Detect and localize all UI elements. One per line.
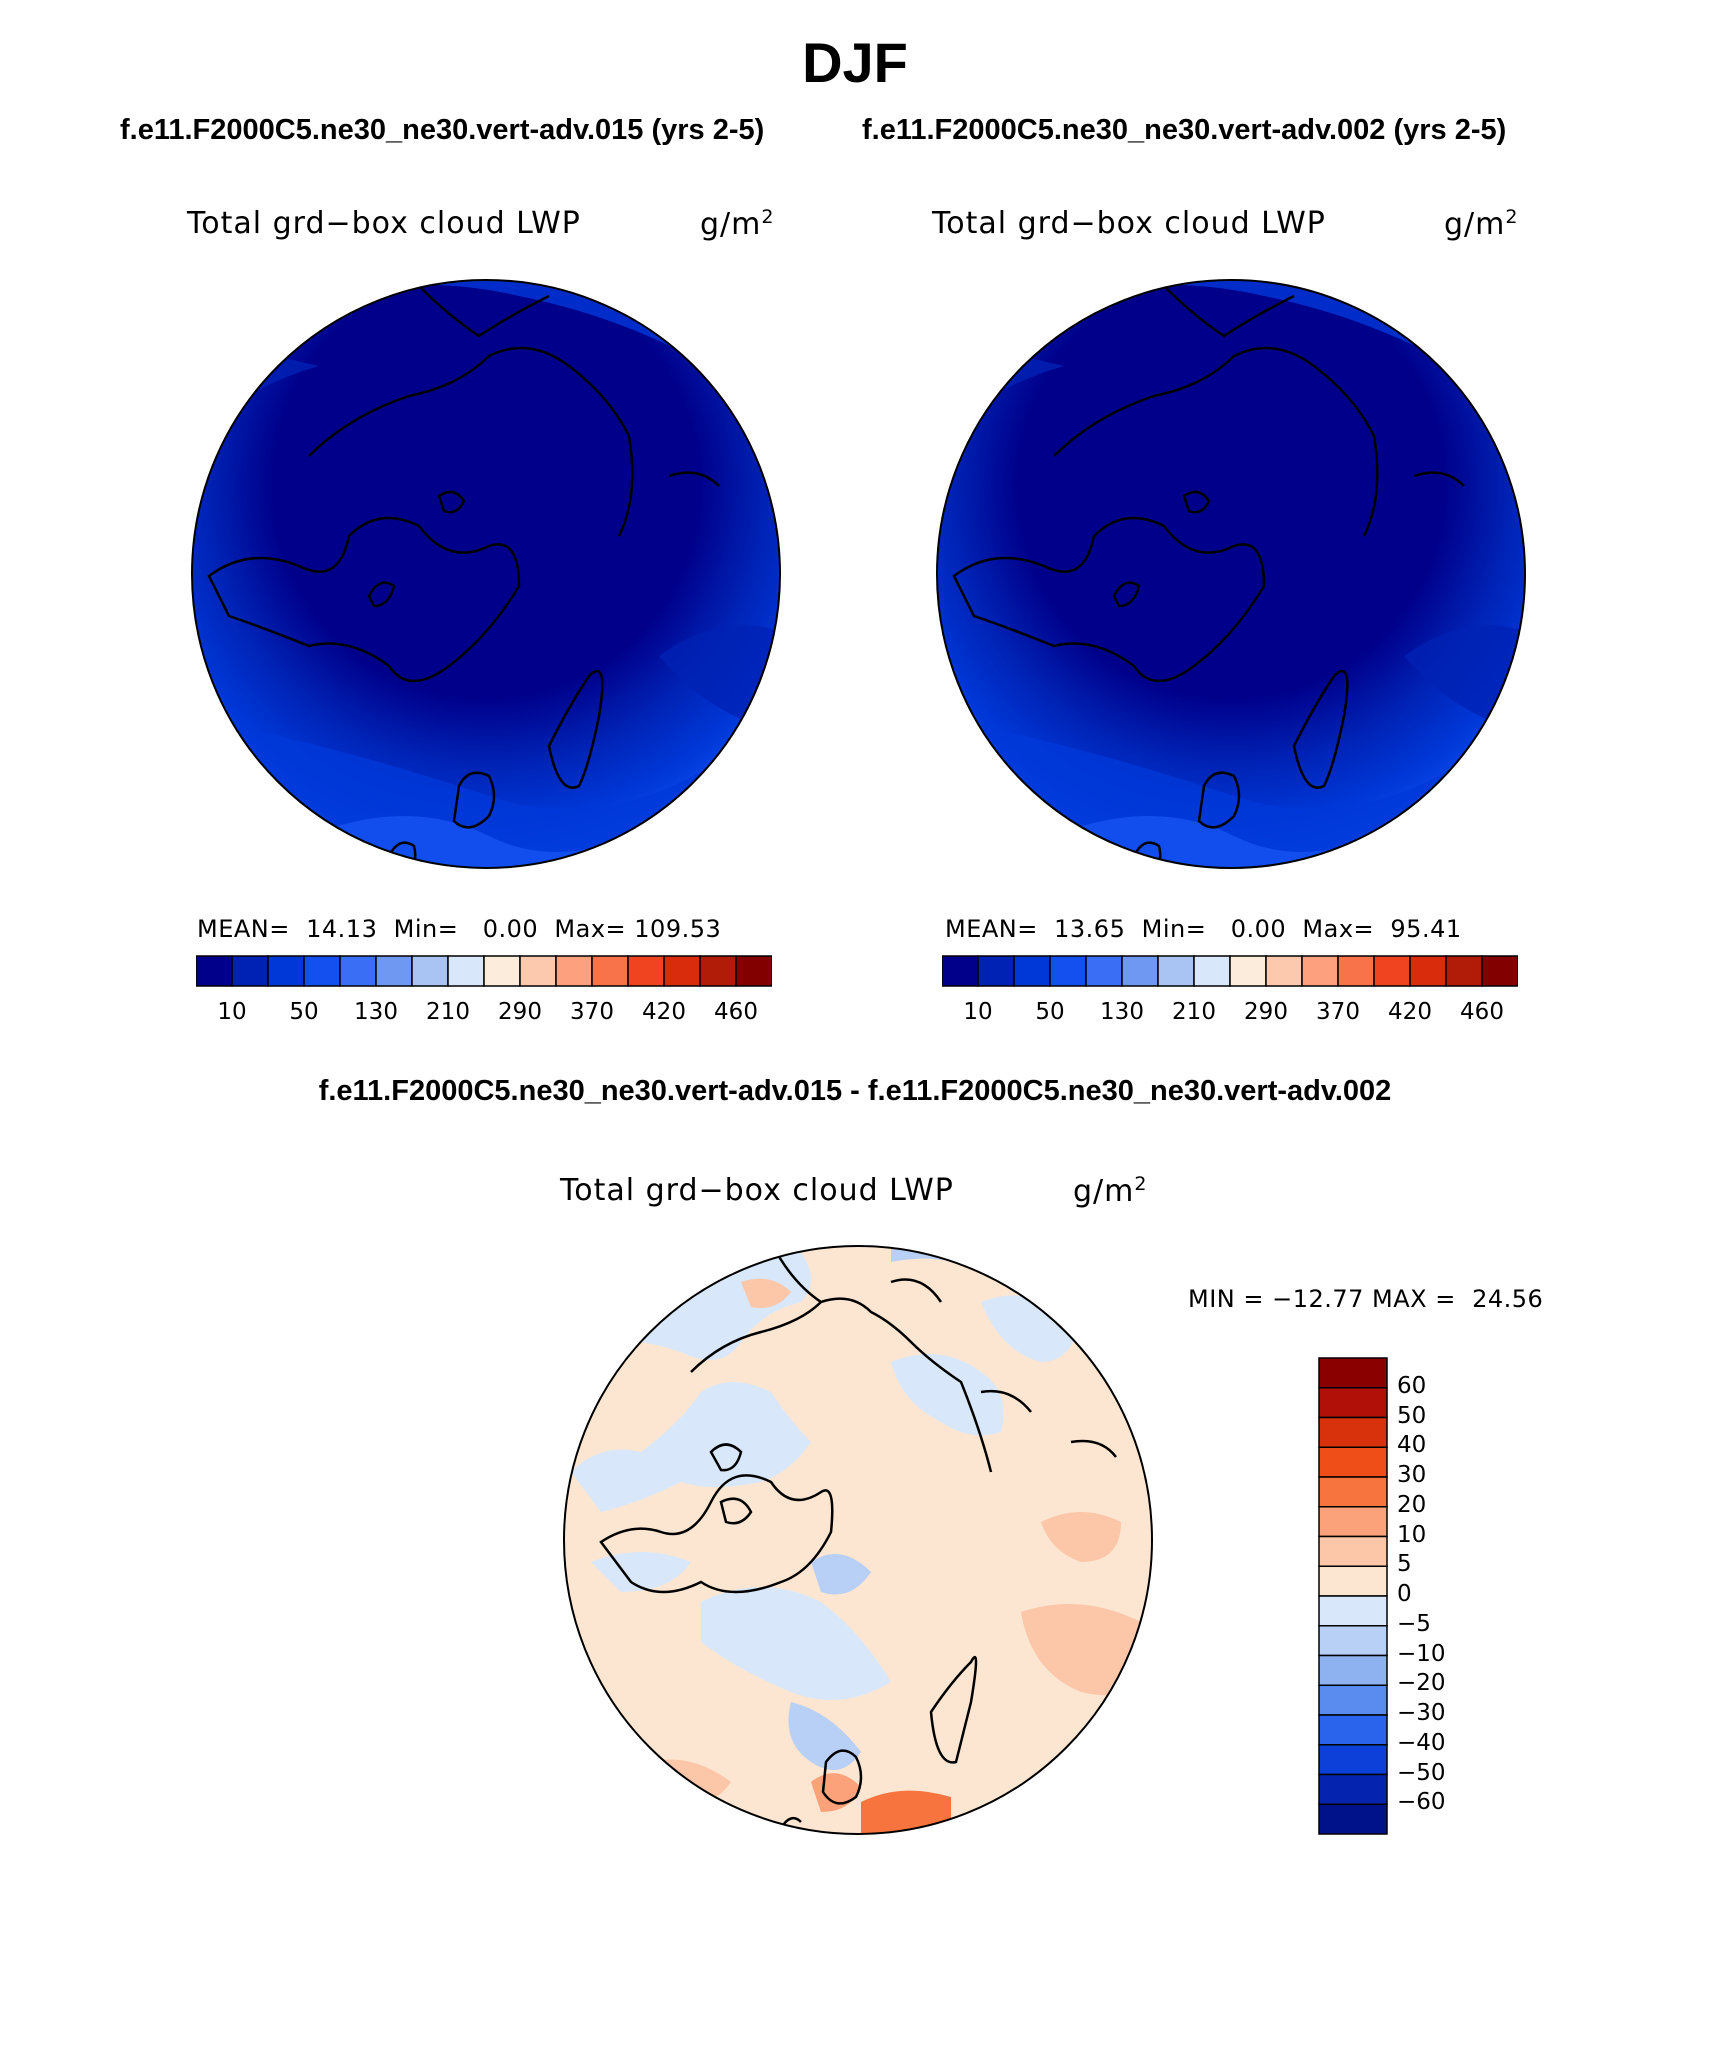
- colorbar-tick-label: 210: [426, 999, 470, 1025]
- colorbar-swatch: [1409, 955, 1447, 987]
- panel1-units: g/m2: [700, 206, 775, 242]
- colorbar-tick-label: 370: [1316, 999, 1360, 1025]
- case1-title: f.e11.F2000C5.ne30_ne30.vert-adv.015 (yr…: [120, 114, 765, 146]
- colorbar-tick-label: 460: [714, 999, 758, 1025]
- colorbar-swatch: [1318, 1803, 1388, 1835]
- diff-variable-title: Total grd−box cloud LWP: [560, 1173, 954, 1208]
- colorbar-swatch: [1318, 1625, 1388, 1657]
- colorbar-swatch: [1318, 1446, 1388, 1478]
- colorbar-tick-label: 290: [1244, 999, 1288, 1025]
- colorbar-tick-label: 420: [642, 999, 686, 1025]
- colorbar-swatch: [1265, 955, 1303, 987]
- panel2-map: [936, 279, 1526, 869]
- colorbar-tick-label: 5: [1397, 1551, 1412, 1578]
- colorbar-swatch: [339, 955, 377, 987]
- colorbar-tick-label: 50: [1035, 999, 1065, 1025]
- colorbar-tick-label: 60: [1397, 1372, 1427, 1399]
- panel1-variable-title: Total grd−box cloud LWP: [187, 206, 581, 241]
- colorbar-swatch: [447, 955, 485, 987]
- panel2-colorbar: [942, 955, 1518, 987]
- colorbar-swatch: [1318, 1387, 1388, 1419]
- colorbar-swatch: [196, 955, 233, 987]
- colorbar-tick-label: 50: [1397, 1402, 1427, 1429]
- panel2-stats: MEAN= 13.65 Min= 0.00 Max= 95.41: [945, 915, 1462, 943]
- colorbar-swatch: [1318, 1595, 1388, 1627]
- colorbar-tick-label: 50: [289, 999, 319, 1025]
- colorbar-tick-label: −50: [1397, 1759, 1446, 1786]
- diff-units: g/m2: [1073, 1173, 1148, 1209]
- colorbar-swatch: [1013, 955, 1051, 987]
- colorbar-swatch: [1318, 1565, 1388, 1597]
- colorbar-swatch: [1049, 955, 1087, 987]
- colorbar-tick-label: 460: [1460, 999, 1504, 1025]
- colorbar-swatch: [1481, 955, 1518, 987]
- diff-minmax: MIN = −12.77 MAX = 24.56: [1188, 1285, 1544, 1313]
- panel1-stats: MEAN= 14.13 Min= 0.00 Max= 109.53: [197, 915, 722, 943]
- colorbar-swatch: [1318, 1714, 1388, 1746]
- colorbar-swatch: [1373, 955, 1411, 987]
- colorbar-swatch: [1337, 955, 1375, 987]
- colorbar-swatch: [942, 955, 979, 987]
- colorbar-swatch: [663, 955, 701, 987]
- diff-map: [563, 1245, 1153, 1835]
- colorbar-swatch: [627, 955, 665, 987]
- panel1-colorbar: [196, 955, 772, 987]
- colorbar-swatch: [483, 955, 521, 987]
- colorbar-swatch: [1318, 1357, 1388, 1389]
- panel1-map: [191, 279, 781, 869]
- main-title: DJF: [802, 31, 908, 94]
- colorbar-tick-label: 10: [1397, 1521, 1427, 1548]
- colorbar-tick-label: −30: [1397, 1700, 1446, 1726]
- colorbar-swatch: [1318, 1506, 1388, 1538]
- colorbar-swatch: [231, 955, 269, 987]
- colorbar-swatch: [1318, 1476, 1388, 1508]
- colorbar-swatch: [1193, 955, 1231, 987]
- panel2-units: g/m2: [1444, 206, 1519, 242]
- colorbar-swatch: [1318, 1684, 1388, 1716]
- colorbar-tick-label: 20: [1397, 1491, 1427, 1518]
- colorbar-swatch: [1445, 955, 1483, 987]
- colorbar-swatch: [411, 955, 449, 987]
- colorbar-tick-label: 0: [1397, 1581, 1412, 1607]
- colorbar-tick-label: 210: [1172, 999, 1216, 1025]
- colorbar-swatch: [1085, 955, 1123, 987]
- diff-title: f.e11.F2000C5.ne30_ne30.vert-adv.015 - f…: [318, 1075, 1392, 1107]
- colorbar-swatch: [555, 955, 593, 987]
- colorbar-swatch: [1157, 955, 1195, 987]
- colorbar-tick-label: 370: [570, 999, 614, 1025]
- colorbar-tick-label: 10: [963, 999, 993, 1025]
- colorbar-swatch: [977, 955, 1015, 987]
- colorbar-tick-label: 420: [1388, 999, 1432, 1025]
- colorbar-swatch: [1318, 1535, 1388, 1567]
- colorbar-tick-label: −5: [1397, 1610, 1431, 1637]
- colorbar-swatch: [1229, 955, 1267, 987]
- colorbar-swatch: [1301, 955, 1339, 987]
- colorbar-swatch: [519, 955, 557, 987]
- colorbar-swatch: [1121, 955, 1159, 987]
- colorbar-tick-label: 130: [354, 999, 398, 1025]
- colorbar-swatch: [267, 955, 305, 987]
- colorbar-swatch: [1318, 1654, 1388, 1686]
- colorbar-swatch: [735, 955, 772, 987]
- panel2-variable-title: Total grd−box cloud LWP: [932, 206, 1326, 241]
- colorbar-swatch: [303, 955, 341, 987]
- colorbar-swatch: [375, 955, 413, 987]
- colorbar-tick-label: 10: [217, 999, 247, 1025]
- colorbar-swatch: [1318, 1416, 1388, 1448]
- colorbar-tick-label: 40: [1397, 1432, 1427, 1459]
- colorbar-tick-label: 290: [498, 999, 542, 1025]
- diff-colorbar: [1318, 1357, 1388, 1835]
- colorbar-tick-label: −10: [1397, 1640, 1446, 1667]
- colorbar-tick-label: −20: [1397, 1670, 1446, 1697]
- colorbar-swatch: [1318, 1773, 1388, 1805]
- colorbar-swatch: [699, 955, 737, 987]
- colorbar-tick-label: 130: [1100, 999, 1144, 1025]
- colorbar-swatch: [1318, 1744, 1388, 1776]
- colorbar-tick-label: −40: [1397, 1729, 1446, 1756]
- colorbar-swatch: [591, 955, 629, 987]
- case2-title: f.e11.F2000C5.ne30_ne30.vert-adv.002 (yr…: [862, 114, 1507, 146]
- colorbar-tick-label: 30: [1397, 1462, 1427, 1488]
- colorbar-tick-label: −60: [1397, 1789, 1446, 1816]
